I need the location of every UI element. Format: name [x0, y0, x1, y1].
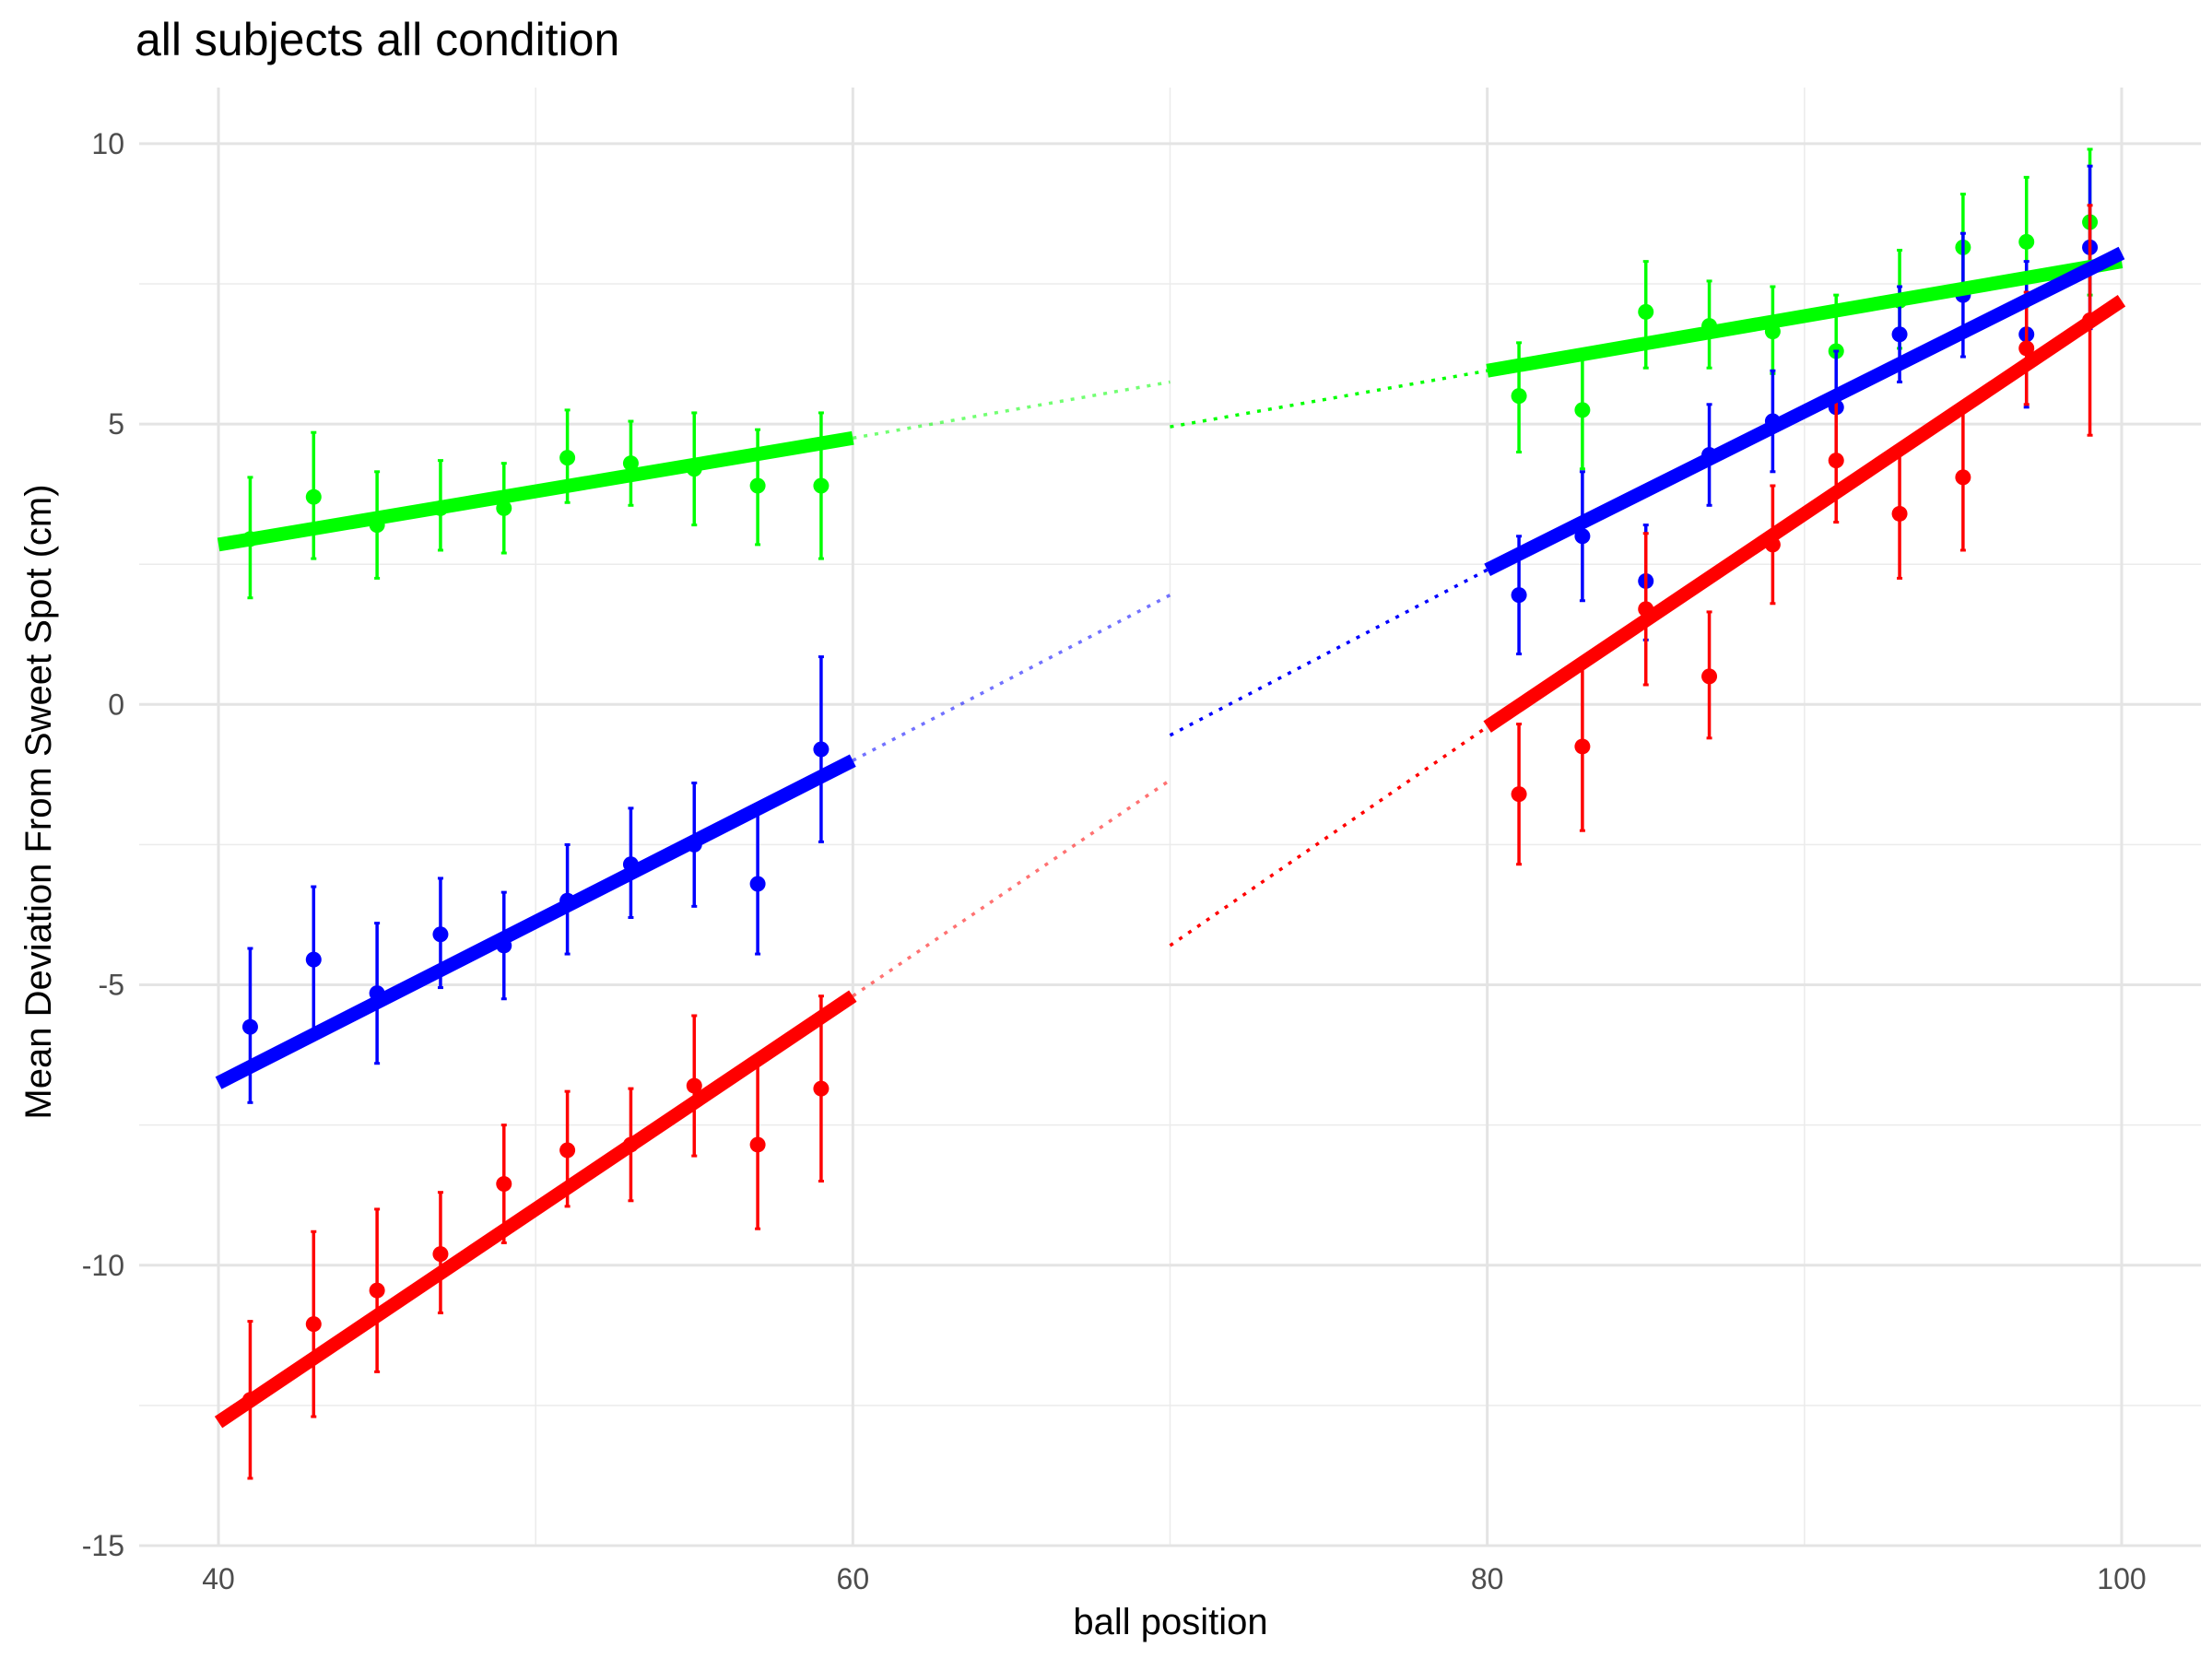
y-tick-label: 10	[91, 127, 124, 160]
y-tick-label: 0	[108, 688, 124, 721]
data-point	[1638, 303, 1654, 320]
data-point	[241, 1018, 258, 1035]
data-point	[305, 488, 322, 505]
data-point	[2018, 233, 2035, 250]
tick-labels: 40 60 80 100 -15 -10 -5 0 5 10	[82, 127, 2147, 1595]
data-point	[1701, 668, 1718, 685]
data-point	[1891, 326, 1908, 343]
data-points	[214, 147, 2126, 1480]
regression-line	[1484, 246, 2125, 576]
x-axis-label: ball position	[1073, 1602, 1267, 1642]
data-point	[305, 1316, 322, 1333]
data-point	[1511, 587, 1527, 604]
data-point	[1511, 786, 1527, 803]
data-point	[1574, 738, 1591, 755]
data-point	[1828, 453, 1844, 469]
data-point	[1574, 528, 1591, 545]
x-tick-label: 80	[1471, 1562, 1504, 1595]
data-point	[813, 477, 830, 494]
data-point	[559, 1142, 576, 1159]
data-point	[813, 741, 830, 758]
data-point	[749, 876, 766, 892]
x-tick-label: 100	[2097, 1562, 2146, 1595]
y-tick-label: -10	[82, 1249, 124, 1282]
x-tick-label: 40	[202, 1562, 235, 1595]
grid	[139, 88, 2201, 1547]
extrapolation-line-right	[1169, 725, 1488, 947]
regression-line	[1486, 254, 2124, 378]
data-point	[1891, 505, 1908, 522]
data-point	[686, 1077, 702, 1094]
data-point	[496, 1176, 512, 1193]
fit-lines	[852, 369, 1488, 998]
extrapolation-line-right	[1169, 568, 1488, 737]
extrapolation-line-left	[852, 594, 1171, 762]
data-point	[305, 951, 322, 968]
data-point	[813, 1080, 830, 1097]
data-point	[1511, 388, 1527, 405]
data-point	[559, 450, 576, 466]
data-point	[749, 1136, 766, 1153]
chart-title: all subjects all condition	[135, 14, 619, 65]
data-point	[432, 926, 449, 943]
y-tick-label: -5	[99, 969, 124, 1002]
y-tick-label: -15	[82, 1529, 124, 1562]
regression-line	[1483, 294, 2126, 733]
regression-line	[215, 754, 856, 1089]
data-point	[1574, 402, 1591, 418]
regression-line	[214, 990, 857, 1429]
data-point	[749, 477, 766, 494]
data-point	[622, 455, 639, 472]
data-point	[369, 1282, 385, 1299]
data-point	[2018, 340, 2035, 357]
extrapolation-line-right	[1170, 369, 1488, 429]
data-point	[432, 1246, 449, 1263]
regression-line	[217, 430, 854, 552]
extrapolation-line-left	[853, 380, 1171, 441]
x-tick-label: 60	[837, 1562, 870, 1595]
y-axis-label: Mean Deviation From Sweet Spot (cm)	[18, 484, 59, 1119]
y-tick-label: 5	[108, 407, 124, 441]
data-point	[1955, 469, 1971, 486]
